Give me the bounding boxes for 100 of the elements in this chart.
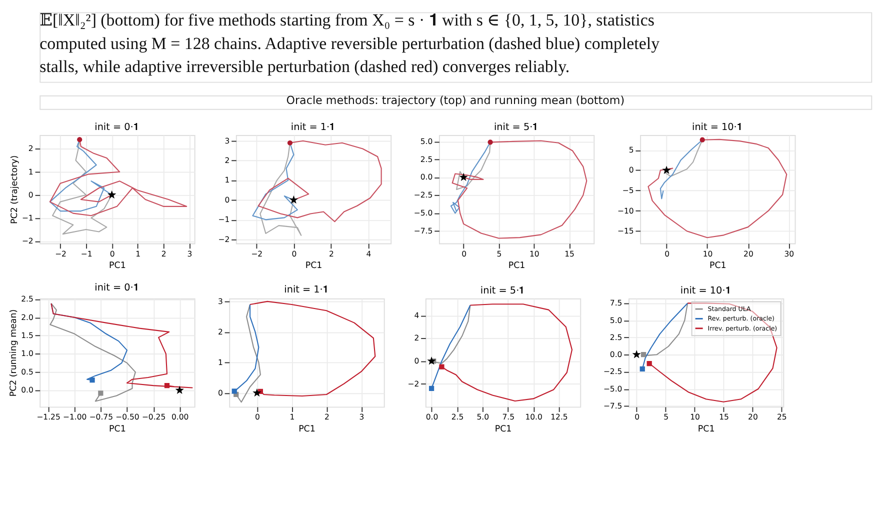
y-tick-label: 5.0 bbox=[610, 316, 622, 325]
y-tick-label: 1 bbox=[224, 176, 230, 185]
point bbox=[164, 382, 170, 388]
y-tick-label: 0.0 bbox=[420, 172, 433, 182]
y-tick-label: −2.5 bbox=[603, 367, 622, 376]
y-tick-label: 1 bbox=[28, 167, 34, 176]
x-tick-label: 2.5 bbox=[451, 412, 464, 422]
y-tick-label: 2 bbox=[224, 156, 230, 166]
x-tick-label: 10 bbox=[529, 249, 540, 258]
y-tick-label: −5 bbox=[622, 186, 634, 195]
x-tick-label: −0.50 bbox=[116, 412, 140, 422]
chart-title: init = 0·𝟏 bbox=[94, 282, 140, 294]
point bbox=[646, 360, 652, 366]
chart-title: init = 5·𝟏 bbox=[494, 122, 539, 134]
y-tick-label: −2.5 bbox=[414, 190, 433, 200]
x-tick-label: −0.75 bbox=[89, 412, 114, 422]
y-tick-label: 0.0 bbox=[610, 350, 622, 360]
x-tick-label: 0.00 bbox=[172, 412, 189, 422]
x-tick-label: 12.5 bbox=[550, 412, 568, 422]
x-tick-label: 2 bbox=[324, 412, 330, 422]
text: computed using M = 128 chains. Adaptive reversible perturbation (dashed blue) completely bbox=[40, 34, 660, 53]
line-series bbox=[258, 140, 382, 222]
point bbox=[632, 350, 641, 358]
y-tick-label: 4 bbox=[414, 310, 420, 320]
x-tick-label: 3 bbox=[359, 412, 364, 422]
y-tick-label: −5.0 bbox=[603, 384, 622, 394]
x-tick-label: 5.0 bbox=[476, 412, 490, 422]
y-tick-label: 3 bbox=[218, 296, 223, 306]
x-tick-label: 20 bbox=[744, 249, 754, 258]
x-tick-label: 10.0 bbox=[525, 412, 542, 422]
y-tick-label: 0 bbox=[224, 195, 230, 204]
y-tick-label: 2.0 bbox=[21, 312, 34, 322]
y-tick-label: 3 bbox=[224, 136, 230, 146]
chart-title: init = 1·𝟏 bbox=[290, 122, 336, 134]
chart-title: init = 10·𝟏 bbox=[692, 122, 743, 134]
x-axis-title: PC1 bbox=[709, 260, 726, 271]
x-tick-label: 15 bbox=[719, 412, 729, 422]
x-tick-label: 0 bbox=[462, 249, 467, 258]
x-tick-label: 30 bbox=[784, 249, 794, 258]
text: 𝔼[‖X‖₂²] (bottom) for five methods starting from X₀ = s · 𝟏 with s ∈ {0, 1, 5, 10}, statistics bbox=[40, 10, 654, 30]
y-tick-label: 0 bbox=[628, 166, 634, 175]
x-axis-title: PC1 bbox=[305, 260, 322, 271]
y-tick-label: −7.5 bbox=[414, 226, 433, 236]
y-tick-label: 5 bbox=[628, 145, 634, 154]
x-tick-label: 7.5 bbox=[502, 412, 515, 422]
y-tick-label: −2 bbox=[22, 236, 34, 246]
x-tick-label: 0 bbox=[634, 412, 640, 422]
y-tick-label: 1 bbox=[218, 358, 223, 367]
x-axis-title: PC1 bbox=[298, 424, 316, 434]
x-tick-label: 10 bbox=[702, 249, 713, 258]
y-tick-label: 2.5 bbox=[420, 154, 433, 164]
y-tick-label: −1 bbox=[218, 215, 230, 224]
y-tick-label: 2.5 bbox=[21, 294, 34, 304]
y-tick-label: 0 bbox=[414, 356, 420, 366]
x-tick-label: 10 bbox=[690, 412, 700, 422]
x-tick-label: 0 bbox=[254, 412, 260, 422]
x-tick-label: −1 bbox=[80, 249, 92, 258]
y-tick-label: 2 bbox=[414, 334, 420, 343]
x-tick-label: 3 bbox=[187, 249, 192, 258]
y-tick-label: −2 bbox=[218, 234, 230, 244]
x-tick-label: 4 bbox=[366, 249, 372, 258]
point bbox=[640, 352, 646, 358]
chart-title: init = 10·𝟏 bbox=[680, 286, 732, 297]
x-tick-label: −1.25 bbox=[36, 412, 60, 422]
x-tick-label: −2 bbox=[251, 249, 263, 258]
line-series bbox=[452, 140, 588, 239]
y-axis-title: PC2 (trajectory) bbox=[10, 155, 20, 224]
point bbox=[175, 386, 184, 394]
x-tick-label: 2 bbox=[161, 249, 166, 258]
x-axis-title: PC1 bbox=[109, 260, 126, 271]
y-tick-label: −1 bbox=[22, 213, 34, 222]
point bbox=[439, 364, 444, 370]
x-axis-title: PC1 bbox=[109, 424, 126, 434]
x-axis-title: PC1 bbox=[698, 424, 715, 434]
y-tick-label: 2 bbox=[28, 144, 34, 154]
text: stalls, while adaptive irreversible perturbation (dashed red) converges reliably. bbox=[40, 57, 570, 76]
line-series bbox=[50, 302, 136, 402]
x-tick-label: 0 bbox=[110, 249, 115, 258]
x-tick-label: −1.00 bbox=[63, 412, 87, 422]
y-tick-label: 0 bbox=[218, 388, 223, 398]
chart-title: init = 0·𝟏 bbox=[94, 122, 140, 134]
x-tick-label: −0.25 bbox=[142, 412, 166, 422]
y-tick-label: 1.0 bbox=[21, 349, 34, 358]
y-tick-label: 0 bbox=[28, 190, 34, 200]
point bbox=[98, 390, 104, 396]
y-axis-title: PC2 (running mean) bbox=[9, 309, 20, 397]
x-tick-label: 15 bbox=[564, 249, 575, 258]
y-tick-label: 1.5 bbox=[21, 331, 34, 340]
y-tick-label: −5.0 bbox=[414, 208, 433, 218]
point bbox=[90, 378, 95, 383]
chart-title: init = 1·𝟏 bbox=[284, 284, 329, 296]
point bbox=[640, 366, 645, 372]
x-tick-label: 20 bbox=[748, 412, 758, 422]
x-tick-label: 25 bbox=[777, 412, 787, 422]
point bbox=[427, 356, 436, 365]
x-axis-title: PC1 bbox=[494, 424, 512, 434]
x-tick-label: −2 bbox=[55, 249, 67, 258]
y-tick-label: −15 bbox=[618, 226, 634, 236]
y-tick-label: 7.5 bbox=[610, 298, 622, 308]
point bbox=[428, 386, 434, 392]
